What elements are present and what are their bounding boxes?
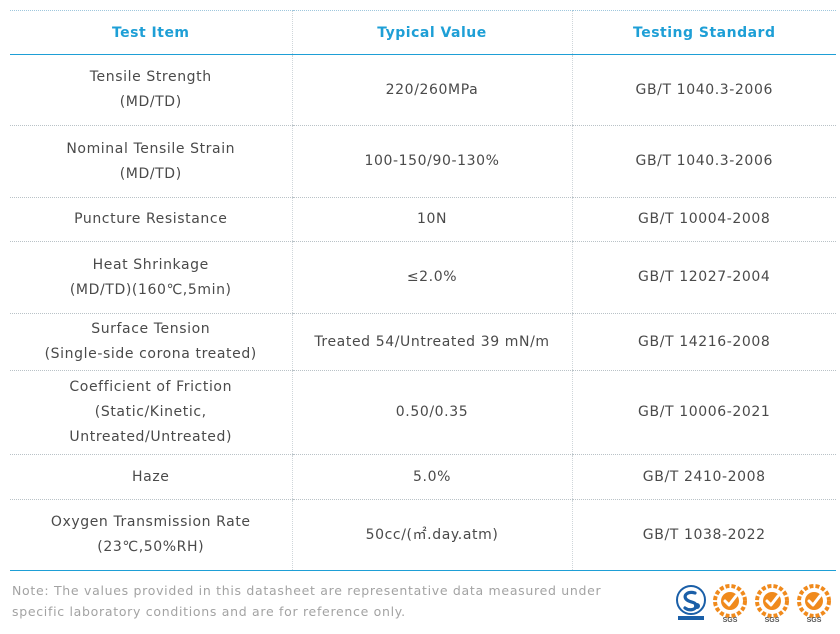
spec-table: Test Item Typical Value Testing Standard… xyxy=(10,10,836,571)
sgs-label: SGS xyxy=(723,617,738,624)
cell-line: 220/260MPa xyxy=(385,81,479,98)
cell-test-item: Heat Shrinkage (MD/TD)(160℃,5min) xyxy=(10,241,292,314)
cell-testing-standard: GB/T 1040.3-2006 xyxy=(571,54,836,126)
cell-testing-standard: GB/T 2410-2008 xyxy=(571,454,836,500)
cell-testing-standard: GB/T 10004-2008 xyxy=(571,197,836,242)
cell-line: 100-150/90-130% xyxy=(364,153,500,169)
cell-testing-standard: GB/T 1040.3-2006 xyxy=(571,125,836,198)
cell-test-item: Nominal Tensile Strain (MD/TD) xyxy=(10,125,292,198)
cell-line: 5.0% xyxy=(413,468,451,485)
cell-line: (Static/Kinetic, xyxy=(94,404,207,420)
cell-testing-standard: GB/T 12027-2004 xyxy=(571,241,836,314)
cell-typical-value: Treated 54/Untreated 39 mN/m xyxy=(291,313,572,371)
sgs-label: SGS xyxy=(807,617,822,624)
cell-line: Tensile Strength xyxy=(89,69,212,85)
sgs-label: SGS xyxy=(765,617,780,624)
footnote-line: Note: The values provided in this datash… xyxy=(12,583,602,598)
cell-typical-value: 100-150/90-130% xyxy=(291,125,572,198)
certification-logos: SGS SGS SGS xyxy=(674,584,834,624)
cell-line: (MD/TD) xyxy=(119,165,182,182)
table-row: Puncture Resistance 10N GB/T 10004-2008 xyxy=(10,197,836,242)
table-row: Coefficient of Friction (Static/Kinetic, U… xyxy=(10,370,836,455)
sgs-certification-icon: SGS xyxy=(755,584,789,624)
cell-line: Puncture Resistance xyxy=(74,211,228,227)
table-header-row: Test Item Typical Value Testing Standard xyxy=(10,10,836,55)
quality-certification-icon xyxy=(676,585,706,620)
cell-testing-standard: GB/T 1038-2022 xyxy=(571,499,836,571)
table-row: Heat Shrinkage (MD/TD)(160℃,5min) ≤2.0% G… xyxy=(10,241,836,314)
cell-typical-value: ≤2.0% xyxy=(291,241,572,314)
cell-line: Treated 54/Untreated 39 mN/m xyxy=(314,333,550,350)
table-row: Tensile Strength (MD/TD) 220/260MPa GB/T … xyxy=(10,54,836,126)
header-testing-standard: Testing Standard xyxy=(571,10,836,55)
table-row: Surface Tension (Single-side corona treat… xyxy=(10,313,836,371)
cell-test-item: Puncture Resistance xyxy=(10,197,292,242)
cell-typical-value: 0.50/0.35 xyxy=(291,370,572,455)
cell-line: (MD/TD) xyxy=(119,94,182,110)
cell-line: (MD/TD)(160℃,5min) xyxy=(69,281,232,298)
cell-line: Oxygen Transmission Rate xyxy=(50,514,251,530)
header-typical-value: Typical Value xyxy=(291,10,572,55)
cell-line: (Single-side corona treated) xyxy=(44,346,257,362)
footnote-line: specific laboratory conditions and are f… xyxy=(12,604,406,619)
cell-test-item: Tensile Strength (MD/TD) xyxy=(10,54,292,126)
cell-typical-value: 5.0% xyxy=(291,454,572,500)
table-row: Nominal Tensile Strain (MD/TD) 100-150/90… xyxy=(10,125,836,198)
table-row: Haze 5.0% GB/T 2410-2008 xyxy=(10,454,836,500)
cell-test-item: Oxygen Transmission Rate (23℃,50%RH) xyxy=(10,499,292,571)
cell-test-item: Haze xyxy=(10,454,292,500)
table-row: Oxygen Transmission Rate (23℃,50%RH) 50cc… xyxy=(10,499,836,571)
cell-line: (23℃,50%RH) xyxy=(97,539,205,555)
cell-line: Coefficient of Friction xyxy=(69,379,233,395)
cell-line: 0.50/0.35 xyxy=(395,404,469,420)
footnote: Note: The values provided in this datash… xyxy=(12,580,652,622)
cell-testing-standard: GB/T 14216-2008 xyxy=(571,313,836,371)
sgs-certification-icon: SGS xyxy=(797,584,831,624)
cell-line: Heat Shrinkage xyxy=(92,256,209,273)
cell-line: Untreated/Untreated) xyxy=(69,429,233,445)
cell-line: Surface Tension xyxy=(91,321,211,337)
cell-line: Nominal Tensile Strain xyxy=(66,140,236,157)
cell-line: 10N xyxy=(416,211,448,227)
spec-table-container: Test Item Typical Value Testing Standard… xyxy=(10,10,836,571)
cell-testing-standard: GB/T 10006-2021 xyxy=(571,370,836,455)
cell-typical-value: 50cc/(㎡.day.atm) xyxy=(291,499,572,571)
header-test-item: Test Item xyxy=(10,10,292,55)
sgs-certification-icon: SGS xyxy=(713,584,747,624)
cell-line: Haze xyxy=(132,468,170,485)
cell-typical-value: 10N xyxy=(291,197,572,242)
cell-line: ≤2.0% xyxy=(406,269,458,285)
cell-typical-value: 220/260MPa xyxy=(291,54,572,126)
cell-test-item: Coefficient of Friction (Static/Kinetic, U… xyxy=(10,370,292,455)
cell-line: 50cc/(㎡.day.atm) xyxy=(365,526,499,543)
cell-test-item: Surface Tension (Single-side corona treat… xyxy=(10,313,292,371)
